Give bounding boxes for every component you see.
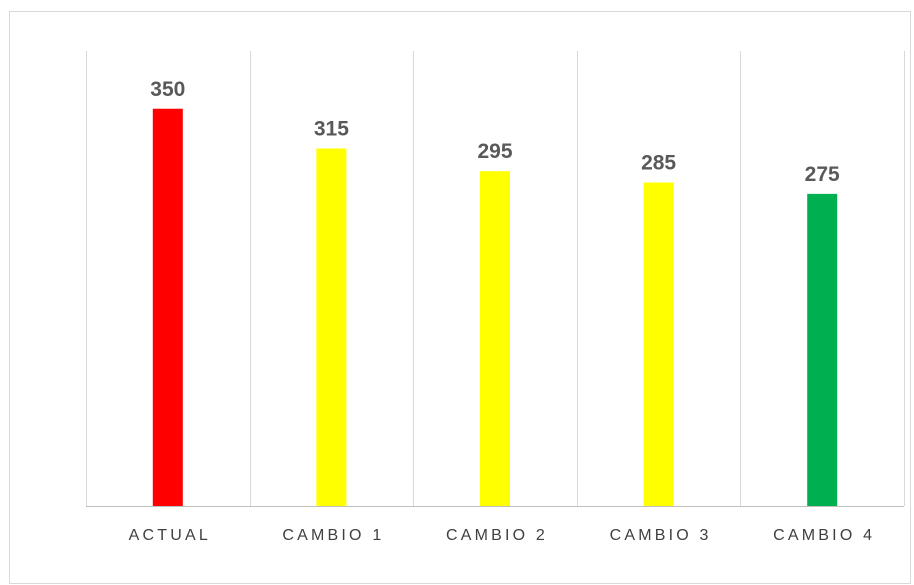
bar	[807, 193, 838, 506]
bar	[152, 108, 183, 506]
category-gridlines	[86, 51, 905, 506]
data-labels: 350 315 295 285 275	[150, 78, 840, 186]
data-label: 350	[150, 78, 185, 101]
category-label: CAMBIO 2	[446, 527, 548, 544]
bar	[643, 182, 674, 506]
bar	[316, 148, 347, 506]
category-label: CAMBIO 3	[610, 527, 712, 544]
data-label: 275	[805, 163, 840, 186]
data-label: 315	[314, 117, 349, 140]
data-label: 295	[477, 140, 512, 163]
category-labels: ACTUAL CAMBIO 1 CAMBIO 2 CAMBIO 3 CAMBIO 4	[129, 527, 875, 544]
bars	[152, 108, 838, 507]
category-label: ACTUAL	[129, 527, 211, 544]
category-label: CAMBIO 4	[773, 527, 875, 544]
data-label: 285	[641, 152, 676, 175]
category-label: CAMBIO 1	[282, 527, 384, 544]
bar	[480, 171, 510, 507]
